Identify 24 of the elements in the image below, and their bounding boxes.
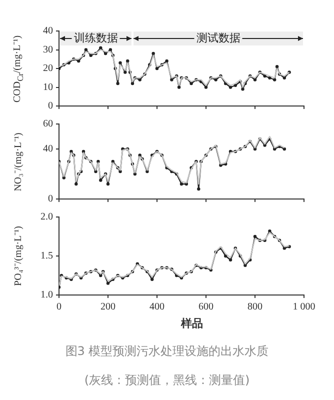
x-tick-label: 800 <box>248 302 262 313</box>
caption: 图3 模型预测污水处理设施的出水水质 <box>64 343 270 360</box>
x-tick-label: 1 000 <box>292 302 316 313</box>
y-tick-label: 40 <box>43 144 53 155</box>
y-tick-label: 20 <box>43 63 53 74</box>
y-tick-label: 0 <box>48 194 53 205</box>
x-tick-label: 0 <box>56 302 62 313</box>
y-tick-label: 2.0 <box>40 212 53 223</box>
y-tick-label: 40 <box>43 26 53 37</box>
x-tick-label: 200 <box>100 302 116 313</box>
band-label: 训练数据 <box>74 31 118 44</box>
y-tick-label: 30 <box>43 44 53 56</box>
y-tick-label: 1.5 <box>40 250 53 262</box>
y-axis-title: NO₃⁻/(mg·L⁻¹) <box>12 132 24 191</box>
y-tick-label: 1.0 <box>40 290 53 301</box>
y-tick-label: 0 <box>48 100 53 112</box>
y-tick-label: 60 <box>43 118 53 130</box>
band-label: 测试数据 <box>196 31 240 44</box>
x-tick-label: 400 <box>150 302 164 313</box>
text: (灰线：预测值，黑线：测量值) <box>83 372 251 389</box>
y-tick-label: 10 <box>43 82 53 93</box>
y-axis-title: PO₄³⁻/(mg·L⁻¹) <box>12 226 24 286</box>
x-tick-label: 600 <box>198 302 214 313</box>
x-axis-title: 样品 <box>180 316 204 331</box>
